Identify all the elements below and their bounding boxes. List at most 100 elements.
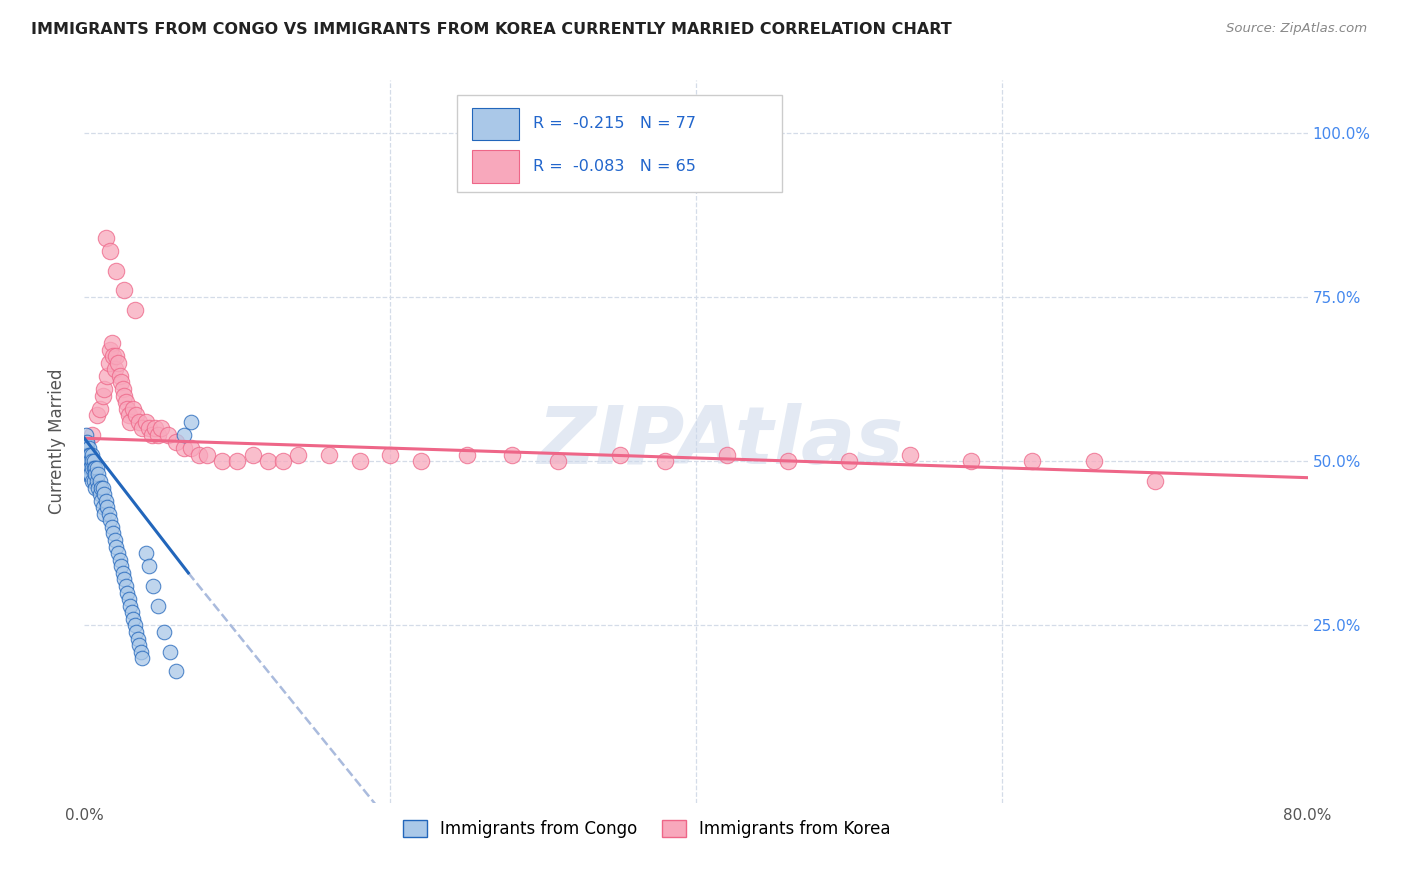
Point [93,487,115,501]
Point [114,579,136,593]
Point [124,618,146,632]
Point [89,474,111,488]
Point [114,395,136,409]
Point [79,460,101,475]
Point [654,454,676,468]
Point [90,481,112,495]
Point [146,599,169,613]
Point [157,428,180,442]
Point [112,284,135,298]
Point [98,244,121,258]
Point [180,415,202,429]
Point [112,573,135,587]
Legend: Immigrants from Congo, Immigrants from Korea: Immigrants from Congo, Immigrants from K… [396,814,897,845]
Point [83,454,105,468]
Point [77,467,100,482]
Y-axis label: Currently Married: Currently Married [48,368,66,515]
Point [609,448,631,462]
Point [83,474,105,488]
Point [108,368,131,383]
Point [188,448,211,462]
Point [76,441,98,455]
Point [125,625,148,640]
Point [79,467,101,482]
Point [76,460,98,475]
Point [80,460,103,475]
Point [75,441,97,455]
Point [138,559,160,574]
Point [89,401,111,416]
Point [83,460,105,475]
Point [242,448,264,462]
Point [79,448,101,462]
Point [105,264,128,278]
Point [77,454,100,468]
FancyBboxPatch shape [472,151,519,183]
Point [195,448,218,462]
Point [98,513,121,527]
Point [1143,474,1166,488]
Point [91,500,114,515]
Point [131,651,153,665]
Point [287,448,309,462]
Text: ZIPAtlas: ZIPAtlas [537,402,904,481]
Point [101,520,124,534]
Point [143,421,166,435]
Point [128,415,150,429]
Point [257,454,280,468]
Point [76,448,98,462]
Point [180,441,202,455]
Point [75,454,97,468]
Point [127,632,149,646]
Point [165,434,187,449]
Point [80,428,103,442]
Point [1021,454,1043,468]
Point [79,454,101,468]
Point [77,460,100,475]
Point [80,448,103,462]
Point [76,467,98,482]
Point [75,428,97,442]
Point [121,605,143,619]
Point [776,454,799,468]
Point [118,592,141,607]
Point [142,579,165,593]
Point [131,421,153,435]
Point [94,231,117,245]
Point [226,454,249,468]
Point [838,454,860,468]
Point [104,362,127,376]
Point [211,454,233,468]
Point [349,454,371,468]
Point [125,409,148,423]
Point [153,625,176,640]
Point [77,441,100,455]
Point [146,428,169,442]
Point [80,474,103,488]
Point [1083,454,1105,468]
Point [456,448,478,462]
Point [105,540,128,554]
Point [103,526,125,541]
Point [97,507,120,521]
Point [128,638,150,652]
Point [84,460,107,475]
Point [108,553,131,567]
Point [97,356,120,370]
Point [138,421,160,435]
Point [80,454,103,468]
Point [96,500,118,515]
Point [547,454,569,468]
Point [93,507,115,521]
Point [318,448,340,462]
Point [75,448,97,462]
Point [135,415,157,429]
Point [91,388,114,402]
Point [103,349,125,363]
Text: R =  -0.215   N = 77: R = -0.215 N = 77 [533,116,696,131]
Point [104,533,127,547]
Point [502,448,524,462]
FancyBboxPatch shape [472,108,519,140]
Point [118,409,141,423]
Point [115,585,138,599]
